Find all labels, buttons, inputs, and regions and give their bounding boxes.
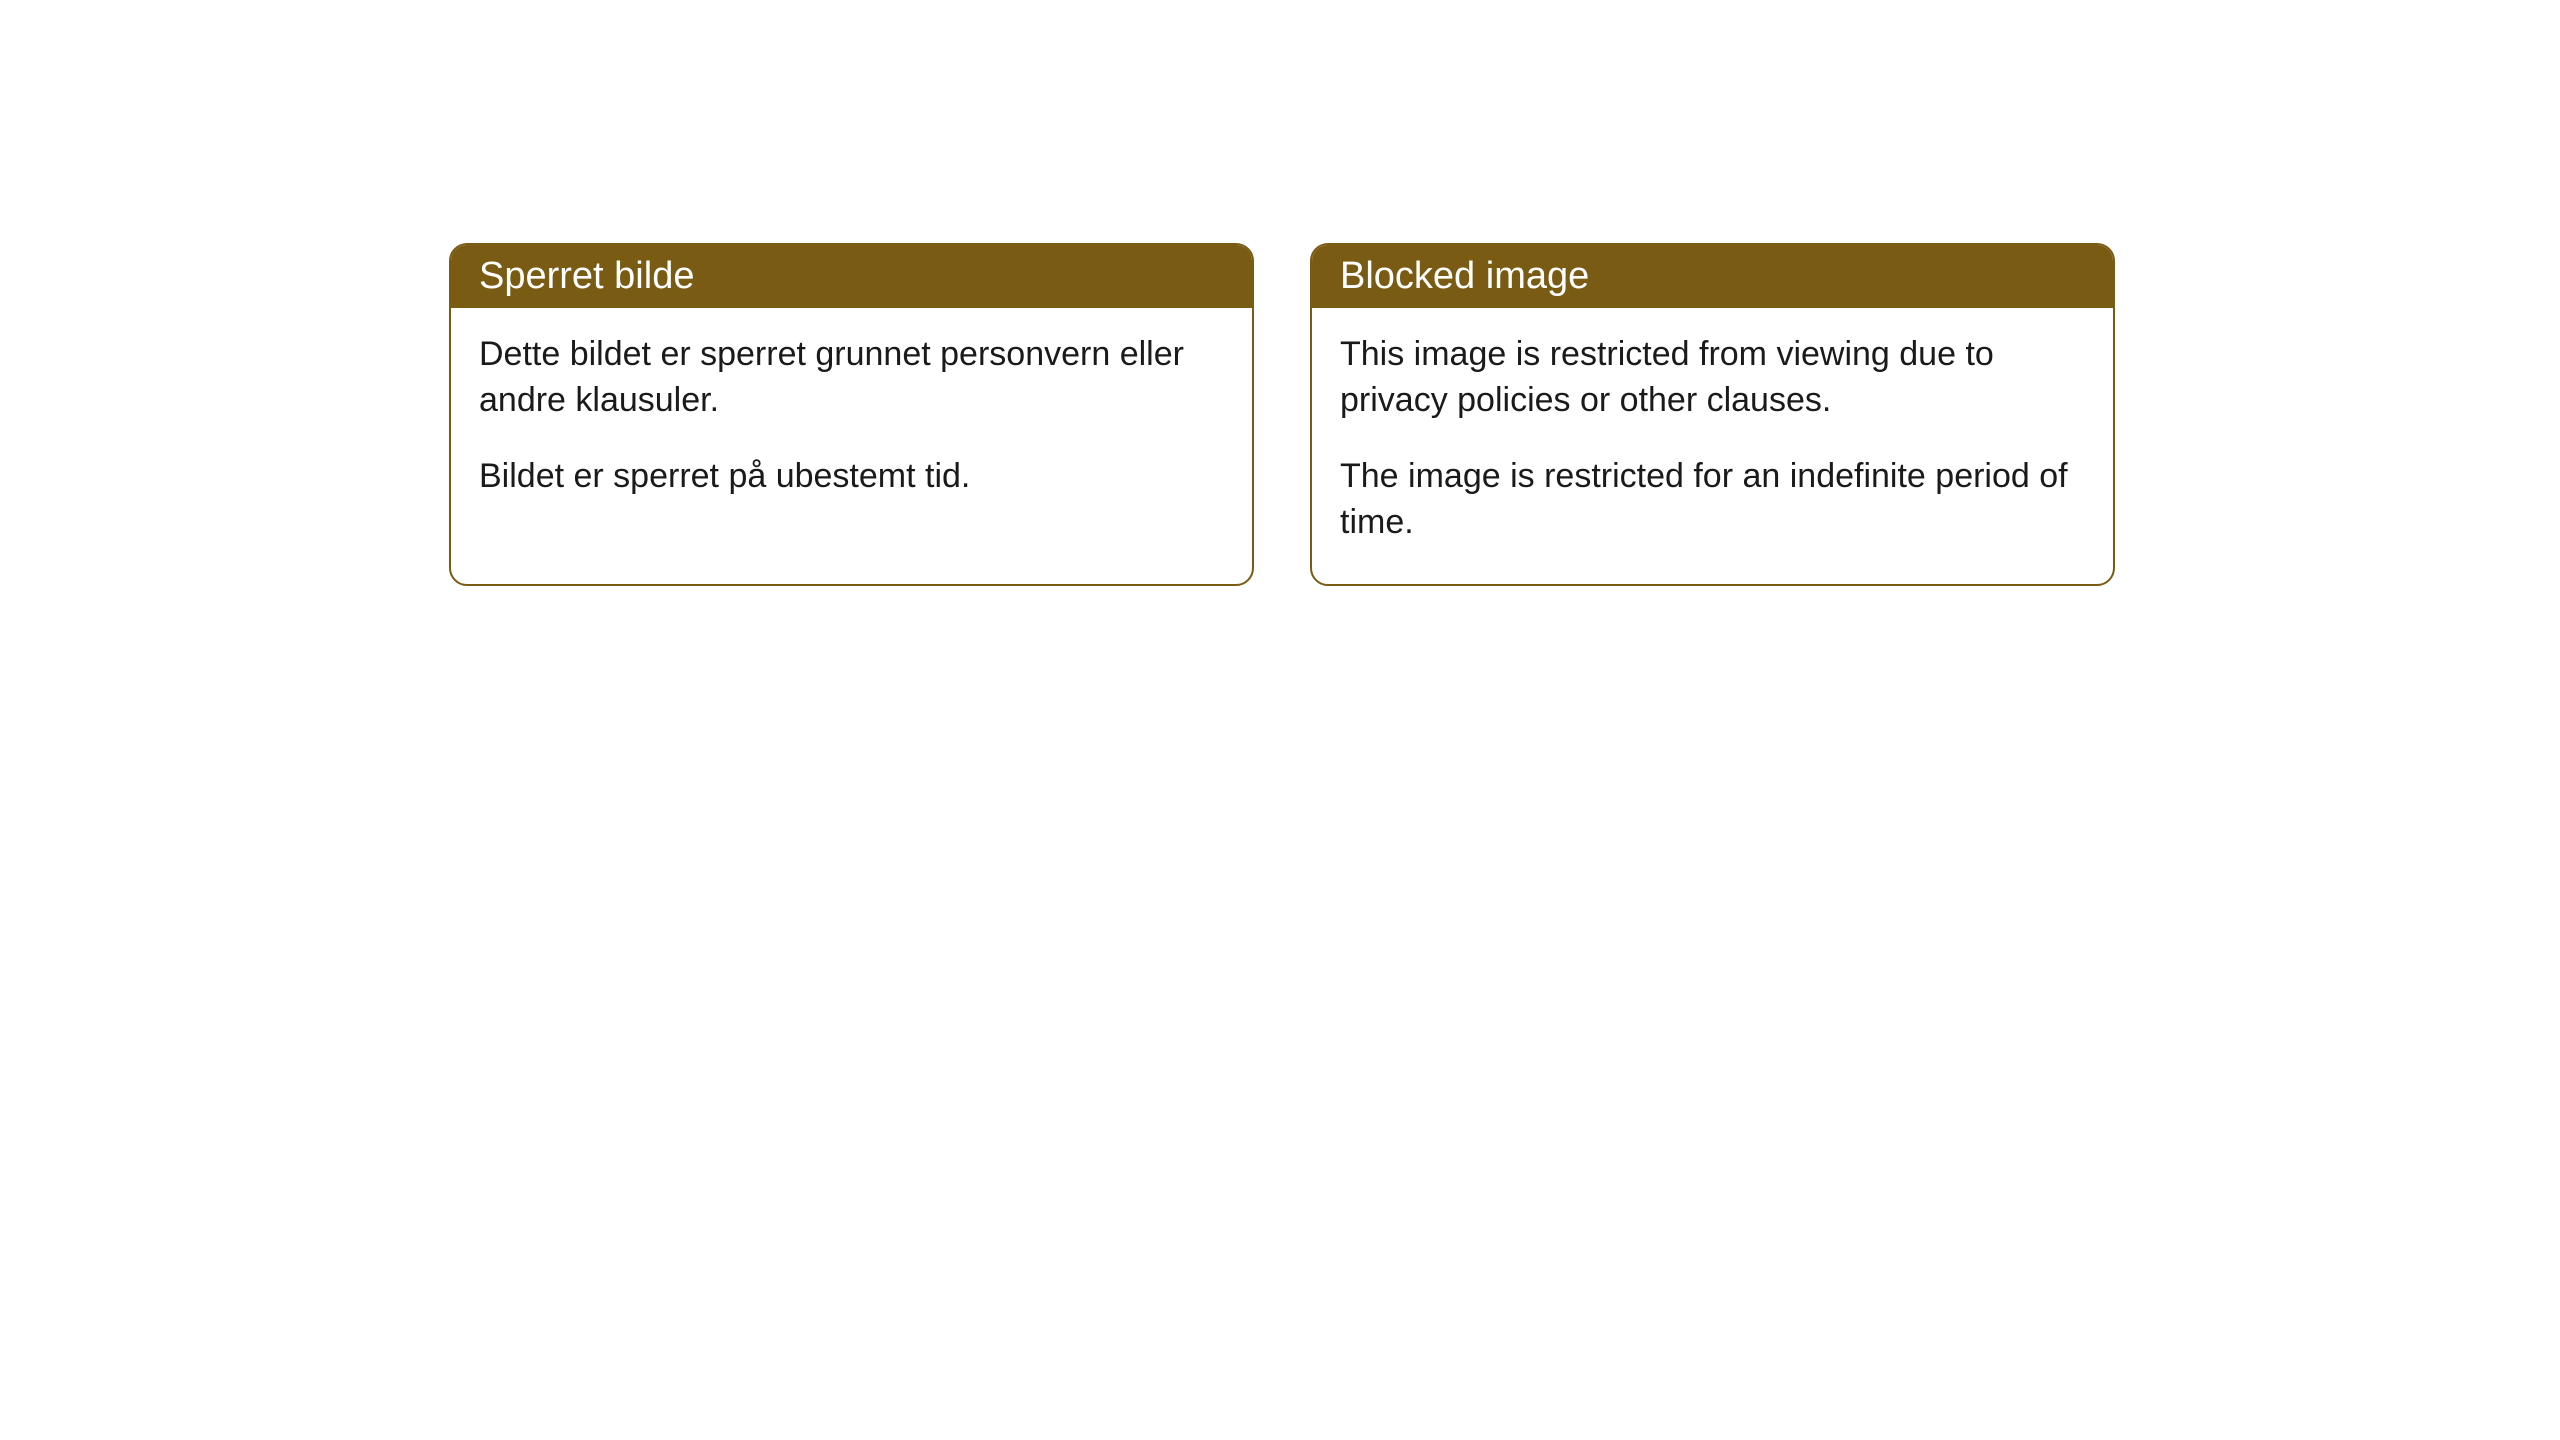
card-paragraph: Dette bildet er sperret grunnet personve… (479, 332, 1224, 424)
card-body-en: This image is restricted from viewing du… (1312, 308, 2113, 584)
notice-cards-container: Sperret bilde Dette bildet er sperret gr… (0, 0, 2560, 586)
card-paragraph: Bildet er sperret på ubestemt tid. (479, 454, 1224, 500)
card-body-no: Dette bildet er sperret grunnet personve… (451, 308, 1252, 538)
card-paragraph: The image is restricted for an indefinit… (1340, 454, 2085, 546)
card-header-no: Sperret bilde (451, 245, 1252, 308)
card-paragraph: This image is restricted from viewing du… (1340, 332, 2085, 424)
card-header-en: Blocked image (1312, 245, 2113, 308)
blocked-image-card-en: Blocked image This image is restricted f… (1310, 243, 2115, 586)
blocked-image-card-no: Sperret bilde Dette bildet er sperret gr… (449, 243, 1254, 586)
